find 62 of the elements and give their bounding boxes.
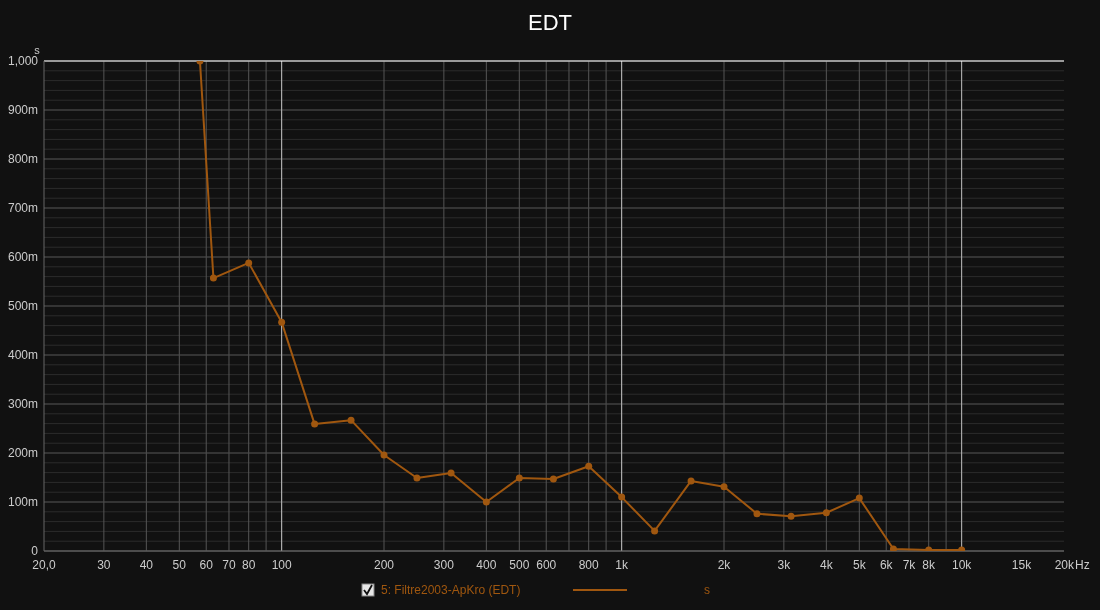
- x-tick-label: 7k: [902, 558, 917, 572]
- point: [687, 477, 695, 485]
- x-tick-label: 80: [242, 558, 256, 572]
- point: [720, 483, 728, 491]
- point: [618, 493, 626, 501]
- y-tick-label: 900m: [7, 103, 38, 118]
- x-tick-label: 10k: [951, 558, 973, 572]
- x-tick-label: 600: [536, 558, 557, 572]
- x-tick-label: 1k: [615, 558, 629, 572]
- y-axis-title: s: [34, 44, 41, 56]
- x-tick-label: 200: [373, 558, 395, 572]
- x-tick-label: 3k: [777, 558, 792, 572]
- point: [753, 510, 761, 518]
- point: [413, 474, 421, 482]
- y-tick-label: 700m: [7, 201, 38, 216]
- x-tick-label: 500: [509, 558, 530, 572]
- y-tick-label: 500m: [7, 299, 38, 314]
- y-tick-label: 400m: [7, 348, 38, 363]
- x-tick-label: 8k: [922, 558, 937, 572]
- text: 5: Filtre2003-ApKro (EDT): [381, 583, 521, 597]
- y-tick-label: 800m: [7, 152, 38, 167]
- x-tick-label: 300: [433, 558, 455, 572]
- y-tick-label: 1,000: [7, 54, 39, 69]
- x-tick-label: 4k: [820, 558, 834, 572]
- point: [822, 509, 830, 517]
- y-tick-label: 0: [31, 544, 39, 559]
- y-tick-label: 600m: [7, 250, 38, 265]
- point: [515, 474, 523, 482]
- x-tick-label: 30: [97, 558, 111, 572]
- text: s: [704, 583, 710, 597]
- x-tick-label: 50: [172, 558, 187, 572]
- point: [380, 451, 388, 459]
- x-tick-label: 2k: [717, 558, 732, 572]
- point: [651, 527, 659, 535]
- x-tick-label: 800: [578, 558, 600, 572]
- point: [245, 259, 253, 267]
- point: [585, 462, 593, 470]
- x-tick-label: 100: [271, 558, 292, 572]
- point: [482, 498, 490, 506]
- y-tick-label: 300m: [7, 397, 38, 412]
- x-tick-label: 400: [476, 558, 497, 572]
- point: [278, 318, 286, 326]
- point: [347, 416, 355, 424]
- point: [787, 512, 795, 520]
- point: [209, 274, 217, 282]
- point: [447, 469, 455, 477]
- y-tick-label: 200m: [7, 446, 38, 461]
- x-tick-label: 70: [222, 558, 236, 572]
- point: [311, 420, 319, 428]
- point: [889, 545, 897, 551]
- chart-title: EDT: [528, 10, 572, 35]
- point: [549, 475, 557, 483]
- x-tick-label: 20k: [1054, 558, 1075, 572]
- x-tick-label: 40: [139, 558, 154, 572]
- x-tick-label: 20,0: [32, 558, 56, 572]
- x-tick-label: 60: [199, 558, 214, 572]
- x-axis-title: Hz: [1075, 558, 1090, 572]
- point: [855, 494, 863, 502]
- x-tick-label: 15k: [1011, 558, 1033, 572]
- x-tick-label: 5k: [852, 558, 867, 572]
- y-tick-label: 100m: [7, 495, 38, 510]
- x-tick-label: 6k: [879, 558, 894, 572]
